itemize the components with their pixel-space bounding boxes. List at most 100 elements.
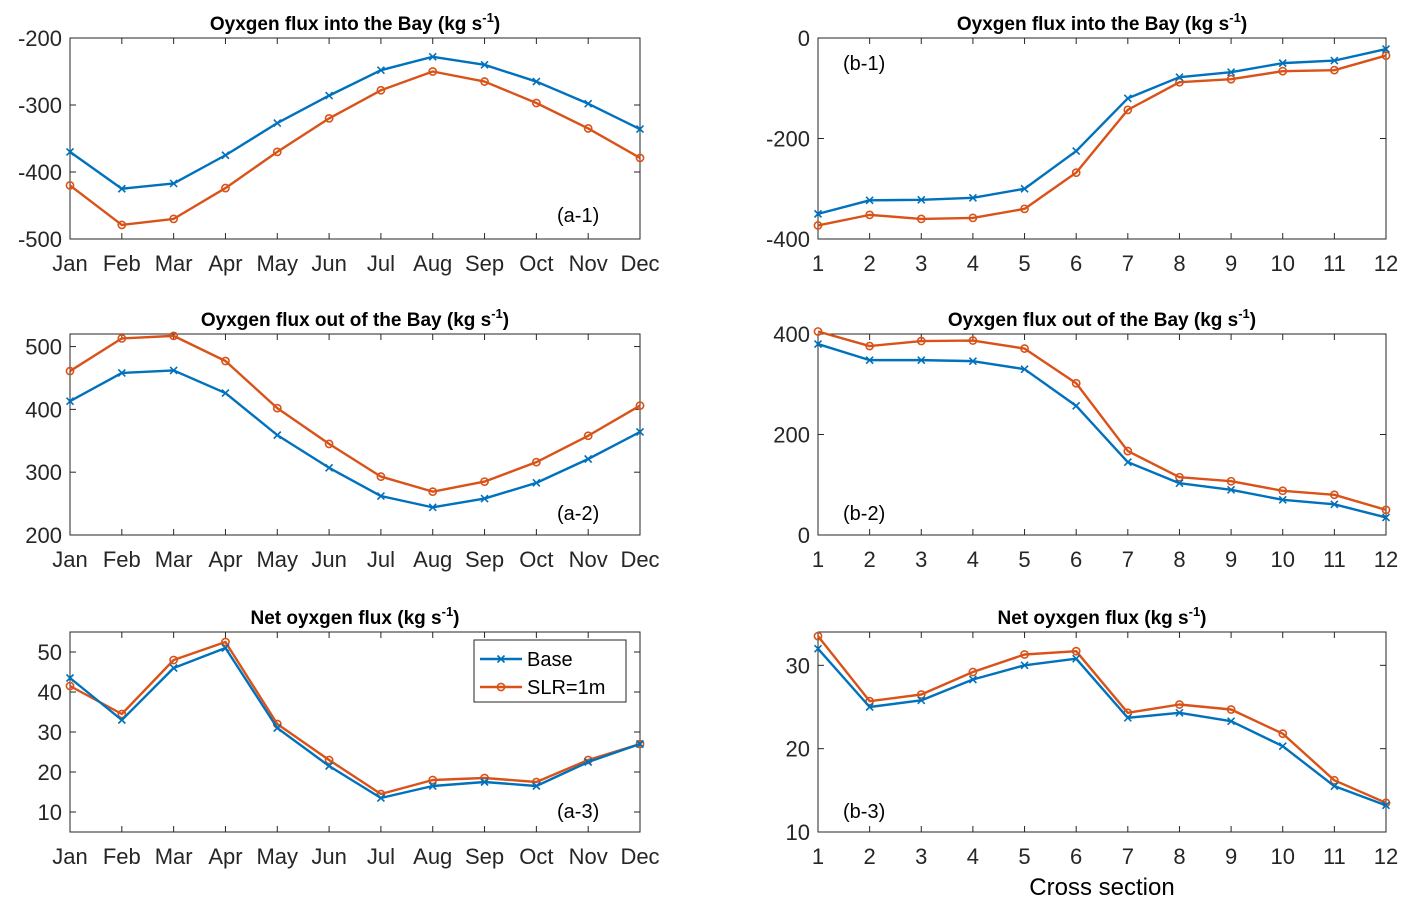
data-point-base — [1330, 500, 1339, 509]
legend: Base SLR=1m — [473, 639, 627, 703]
series-line-base — [69, 55, 641, 190]
data-point-base — [117, 715, 126, 725]
data-point-base — [968, 675, 977, 684]
y-tick-label: -400 — [766, 227, 810, 252]
x-tick-label: 3 — [915, 251, 927, 276]
chart-title-main: Net oyxgen flux (kg s — [251, 608, 442, 629]
y-tick-label: -500 — [18, 227, 62, 252]
x-tick-label: Mar — [155, 251, 193, 276]
data-point-slr — [272, 403, 282, 413]
x-tick-label: Jul — [367, 844, 395, 869]
axes-box — [817, 37, 1387, 240]
data-point-base — [325, 463, 334, 472]
data-point-slr — [916, 336, 926, 346]
y-tick-label: 400 — [25, 397, 62, 422]
data-point-base — [1227, 485, 1236, 494]
x-tick-label: Apr — [208, 251, 242, 276]
data-point-slr — [376, 472, 386, 481]
x-tick-label: May — [256, 547, 298, 572]
data-point-slr — [221, 356, 230, 366]
data-point-base — [480, 494, 489, 503]
x-tick-label: Jul — [367, 547, 395, 572]
chart-title-main: Net oyxgen flux (kg s — [998, 608, 1189, 629]
legend-marker-slr — [496, 682, 506, 692]
x-tick-label: 10 — [1270, 251, 1294, 276]
x-tick-label: Jun — [311, 547, 346, 572]
x-tick-label: 11 — [1323, 547, 1346, 572]
chart-title-sup: -1 — [1238, 306, 1250, 321]
x-tick-label: 12 — [1374, 251, 1398, 276]
y-tick-label: 300 — [25, 460, 62, 485]
x-axis-label: Cross section — [1029, 874, 1174, 900]
y-tick-label: 0 — [798, 523, 810, 548]
data-point-slr — [117, 220, 127, 230]
data-point-base — [428, 781, 437, 791]
y-tick-label: 400 — [773, 322, 810, 347]
data-point-slr — [324, 114, 334, 123]
x-tick-label: 2 — [864, 547, 876, 572]
data-point-base — [1227, 717, 1236, 726]
data-point-slr — [1175, 472, 1184, 482]
chart-title: Net oyxgen flux (kg s-1) — [251, 604, 460, 629]
chart-title-end: ) — [503, 310, 509, 331]
chart-title: Oyxgen flux out of the Bay (kg s-1) — [948, 306, 1256, 331]
data-point-slr — [1071, 168, 1081, 178]
data-point-base — [635, 125, 645, 134]
panel-a-3: Jan Feb Mar Apr May Jun Jul Aug Sep Oct Nov Dec 10 20… — [38, 604, 660, 869]
panel-label: (a-2) — [557, 503, 599, 525]
series-line-base — [69, 646, 641, 800]
data-point-slr — [1020, 650, 1029, 659]
data-point-slr — [169, 214, 179, 224]
data-point-slr — [1123, 105, 1133, 115]
x-tick-label: Jan — [52, 844, 87, 869]
x-tick-label: 10 — [1270, 547, 1294, 572]
data-point-slr — [531, 98, 541, 108]
x-tick-label: Nov — [569, 547, 608, 572]
x-tick-label: 7 — [1122, 251, 1134, 276]
data-point-slr — [916, 690, 926, 699]
x-tick-label: Nov — [569, 844, 608, 869]
y-tick-label: -400 — [18, 160, 62, 185]
data-point-base — [273, 431, 282, 440]
data-point-slr — [169, 655, 179, 665]
axes-box — [69, 333, 641, 536]
series-line-base — [69, 369, 641, 509]
data-point-base — [1227, 68, 1236, 77]
data-point-base — [635, 427, 645, 437]
data-point-base — [428, 52, 437, 61]
y-tick-label: -200 — [18, 26, 62, 51]
y-tick-label: 30 — [38, 720, 62, 745]
data-point-base — [917, 356, 926, 365]
data-point-slr — [865, 341, 875, 351]
data-point-slr — [1278, 66, 1288, 76]
data-point-base — [532, 77, 541, 86]
data-point-base — [221, 151, 230, 160]
data-point-base — [813, 209, 823, 218]
data-point-base — [813, 644, 823, 653]
data-point-slr — [531, 457, 541, 467]
y-tick-label: 10 — [38, 800, 62, 825]
data-point-slr — [916, 214, 926, 224]
data-point-slr — [865, 210, 875, 220]
chart-title-sup: -1 — [442, 604, 454, 619]
data-point-base — [584, 757, 593, 767]
axes-box — [69, 37, 641, 240]
x-tick-label: Jun — [311, 844, 346, 869]
data-point-slr — [117, 709, 127, 719]
x-tick-label: 6 — [1070, 547, 1082, 572]
x-tick-label: 5 — [1018, 251, 1030, 276]
x-tick-label: Dec — [620, 547, 659, 572]
x-tick-label: Jan — [52, 547, 87, 572]
panel-label: (a-3) — [557, 801, 599, 823]
data-point-slr — [1175, 700, 1184, 709]
data-point-base — [865, 356, 874, 365]
data-point-base — [376, 491, 385, 501]
x-tick-label: 5 — [1018, 844, 1030, 869]
data-point-slr — [813, 327, 823, 336]
data-point-slr — [376, 85, 386, 95]
data-point-slr — [1329, 490, 1339, 500]
x-tick-label: 11 — [1323, 844, 1346, 869]
data-point-base — [1278, 495, 1287, 504]
data-point-base — [221, 643, 230, 653]
